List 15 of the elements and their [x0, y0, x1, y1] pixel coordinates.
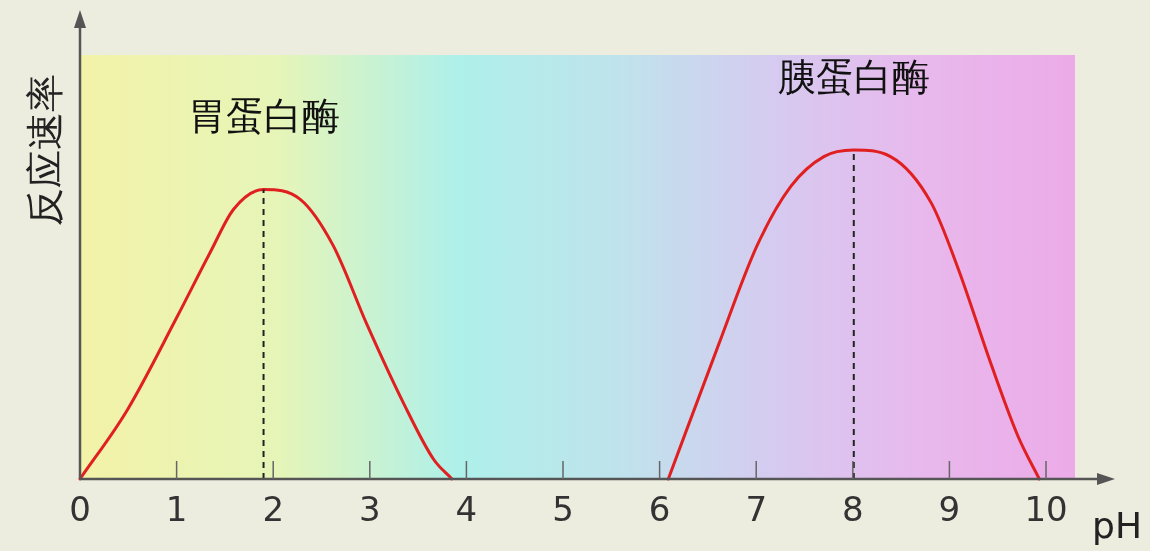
x-tick-label: 5 — [552, 489, 574, 529]
series-label: 胃蛋白酶 — [187, 94, 340, 139]
x-tick-label: 0 — [69, 489, 91, 529]
x-tick-label: 9 — [938, 489, 961, 529]
x-tick-label: 10 — [1024, 489, 1068, 529]
y-axis-title: 反应速率 — [23, 74, 67, 226]
x-tick-label: 6 — [648, 489, 671, 529]
x-tick-label: 3 — [358, 489, 381, 529]
x-tick-label: 2 — [262, 489, 285, 529]
x-tick-label: 4 — [455, 489, 478, 529]
series-label: 胰蛋白酶 — [777, 55, 930, 99]
x-axis-title: pH — [1092, 505, 1142, 546]
x-tick-label: 1 — [165, 489, 188, 529]
x-tick-label: 7 — [745, 489, 768, 529]
x-tick-label: 8 — [842, 489, 864, 529]
